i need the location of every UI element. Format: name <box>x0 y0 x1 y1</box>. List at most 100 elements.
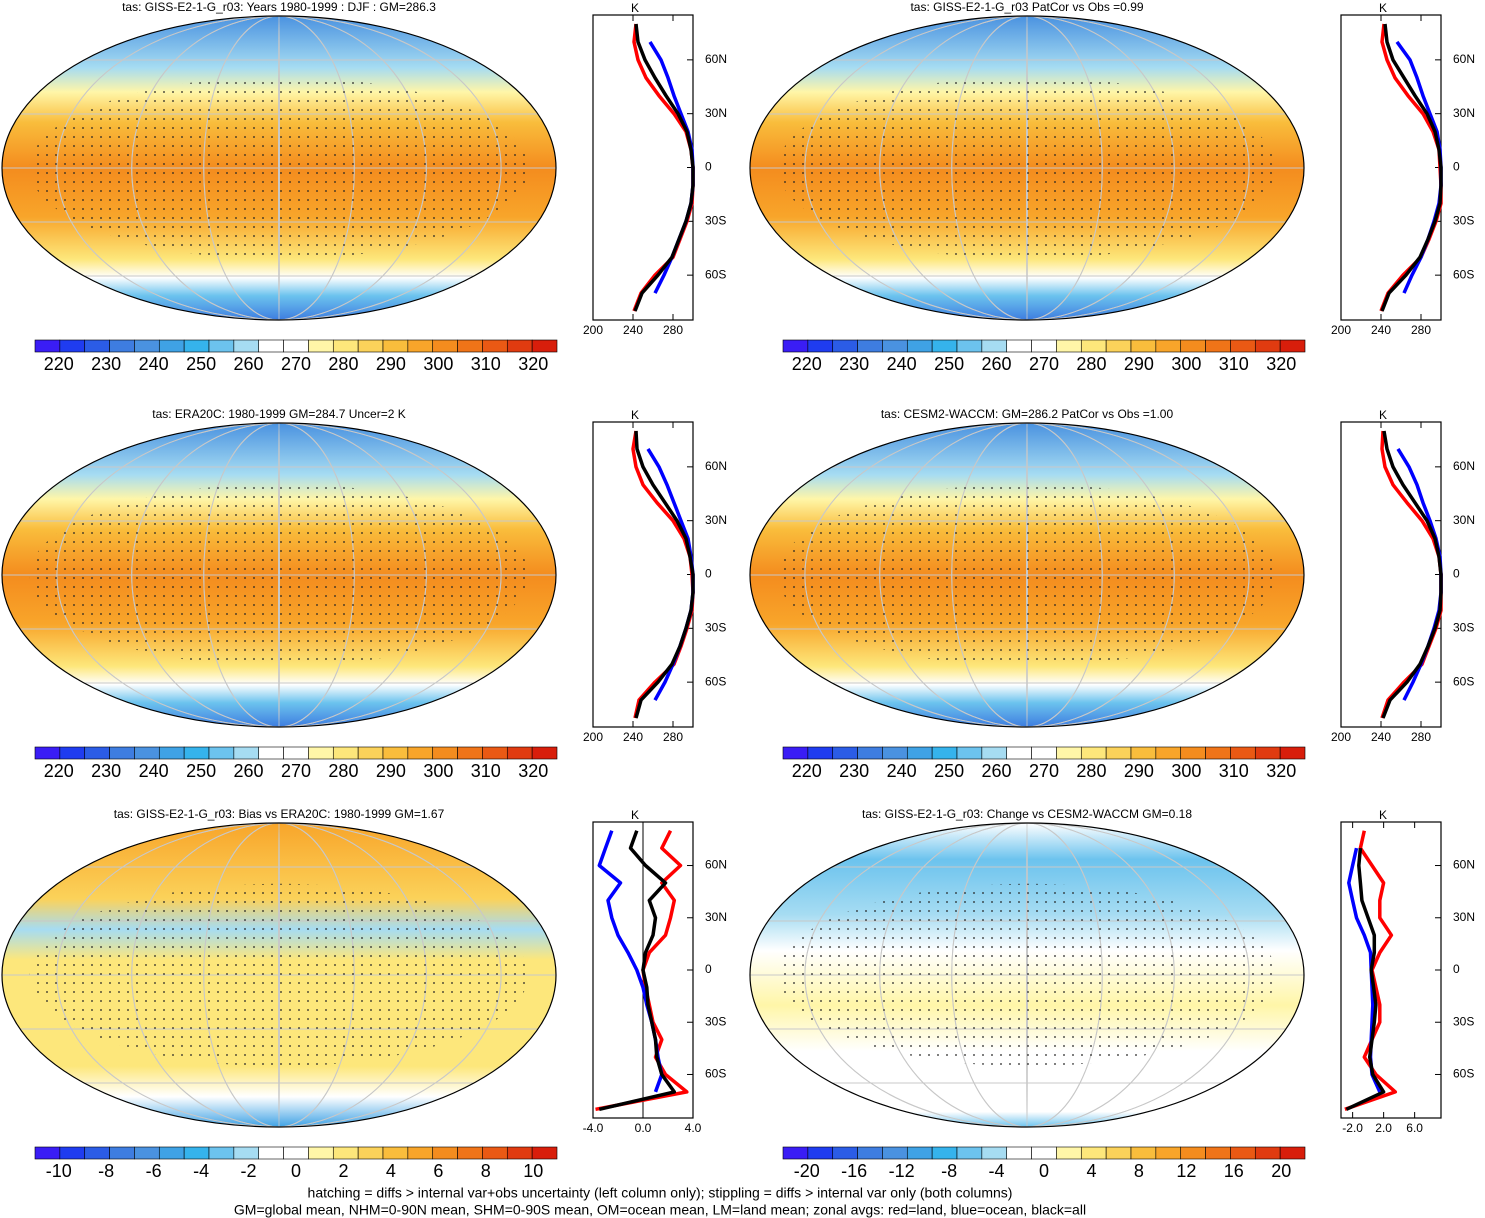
x-tick-label: 200 <box>583 730 603 744</box>
colorbar-box <box>457 339 483 353</box>
colorbar-box <box>531 339 558 353</box>
colorbar-box <box>109 746 135 760</box>
x-tick-label: 280 <box>1411 323 1431 337</box>
y-tick-label: 60S <box>1453 674 1474 688</box>
colorbar-box <box>183 1146 210 1160</box>
colorbar-label: 250 <box>934 761 964 781</box>
colorbar-box <box>1205 339 1231 353</box>
colorbar-box <box>183 339 210 353</box>
colorbar-box <box>482 746 508 760</box>
x-tick-label: 0.0 <box>635 1121 652 1135</box>
colorbar-label: 230 <box>839 761 869 781</box>
x-tick-label: 280 <box>663 323 683 337</box>
colorbar-box <box>956 339 983 353</box>
colorbar-box <box>84 339 110 353</box>
colorbar-box <box>1006 339 1032 353</box>
map-border <box>749 822 1305 1128</box>
colorbar-box <box>1031 1146 1057 1160</box>
x-tick-label: 240 <box>623 323 643 337</box>
map-title: tas: GISS-E2-1-G_r03: Bias vs ERA20C: 19… <box>114 807 445 821</box>
colorbar-box <box>906 746 933 760</box>
colorbar-box <box>1031 339 1057 353</box>
colorbar-label: 250 <box>934 354 964 374</box>
colorbar-box <box>981 746 1008 760</box>
colorbar-label: 320 <box>1266 354 1296 374</box>
colorbar-label: 8 <box>481 1161 491 1181</box>
colorbar-box <box>832 746 858 760</box>
colorbar-box <box>931 339 958 353</box>
colorbar-label: 310 <box>1219 761 1249 781</box>
colorbar-label: 270 <box>281 354 311 374</box>
map-border <box>749 422 1305 728</box>
colorbar-box <box>1180 746 1206 760</box>
colorbar-box <box>357 339 384 353</box>
colorbar-label: 8 <box>1134 1161 1144 1181</box>
x-axis-label: K <box>1379 408 1387 422</box>
colorbar-label: 290 <box>376 761 406 781</box>
colorbar-box <box>832 1146 858 1160</box>
colorbar-box <box>531 1146 558 1160</box>
colorbar-label: 260 <box>234 761 264 781</box>
colorbar-label: 6 <box>433 1161 443 1181</box>
y-tick-label: 60N <box>1453 52 1475 66</box>
colorbar-box <box>807 1146 834 1160</box>
colorbar-box <box>857 1146 883 1160</box>
colorbar-box <box>1254 746 1281 760</box>
colorbar-box <box>357 746 384 760</box>
x-tick-label: 4.0 <box>685 1121 702 1135</box>
colorbar-box <box>1006 1146 1032 1160</box>
colorbar-box <box>208 1146 235 1160</box>
stippling <box>29 883 529 1067</box>
colorbar-box <box>432 746 458 760</box>
colorbar-box <box>1056 339 1082 353</box>
colorbar-box <box>1180 1146 1206 1160</box>
y-tick-label: 30N <box>1453 106 1475 120</box>
y-tick-label: 30N <box>705 910 727 924</box>
colorbar-label: 0 <box>1039 1161 1049 1181</box>
colorbar-label: 230 <box>839 354 869 374</box>
map-border <box>749 15 1305 321</box>
stippling <box>777 76 1277 260</box>
colorbar-box <box>506 339 533 353</box>
x-tick-label: 2.0 <box>1375 1121 1392 1135</box>
colorbar-box <box>1279 746 1306 760</box>
colorbar-label: 16 <box>1224 1161 1244 1181</box>
colorbar-box <box>34 746 61 760</box>
x-tick-label: 200 <box>1331 730 1351 744</box>
stippling <box>777 883 1277 1067</box>
colorbar-box <box>134 339 160 353</box>
colorbar-box <box>981 339 1008 353</box>
x-axis-label: K <box>1379 808 1387 822</box>
colorbar-box <box>1006 746 1032 760</box>
profile-frame <box>1340 421 1442 728</box>
colorbar-box <box>308 1146 334 1160</box>
map-title: tas: GISS-E2-1-G_r03: Years 1980-1999 : … <box>122 0 436 14</box>
colorbar-box <box>882 1146 908 1160</box>
colorbar-box <box>59 746 86 760</box>
colorbar-box <box>432 339 458 353</box>
x-tick-label: 280 <box>1411 730 1431 744</box>
colorbar-box <box>457 1146 483 1160</box>
map-title: tas: CESM2-WACCM: GM=286.2 PatCor vs Obs… <box>881 407 1174 421</box>
colorbar-label: 260 <box>982 354 1012 374</box>
colorbar: 220 230 240 250 260 270 280 290 300 310 320 <box>782 339 1306 374</box>
colorbar-box <box>506 1146 533 1160</box>
colorbar-box <box>1205 1146 1231 1160</box>
profile-frame <box>1340 14 1442 321</box>
colorbar-box <box>407 339 434 353</box>
colorbar-box <box>782 1146 809 1160</box>
x-tick-label: 240 <box>623 730 643 744</box>
colorbar-box <box>1279 1146 1306 1160</box>
colorbar-label: 290 <box>376 354 406 374</box>
colorbar-box <box>1230 339 1256 353</box>
colorbar-box <box>283 746 309 760</box>
colorbar-label: 300 <box>423 354 453 374</box>
colorbar-box <box>482 339 508 353</box>
y-tick-label: 60N <box>705 459 727 473</box>
footnote: GM=global mean, NHM=0-90N mean, SHM=0-90… <box>234 1202 1086 1218</box>
y-tick-label: 0 <box>1453 962 1460 976</box>
colorbar-box <box>1130 1146 1157 1160</box>
colorbar-box <box>59 1146 86 1160</box>
colorbar-box <box>1031 746 1057 760</box>
